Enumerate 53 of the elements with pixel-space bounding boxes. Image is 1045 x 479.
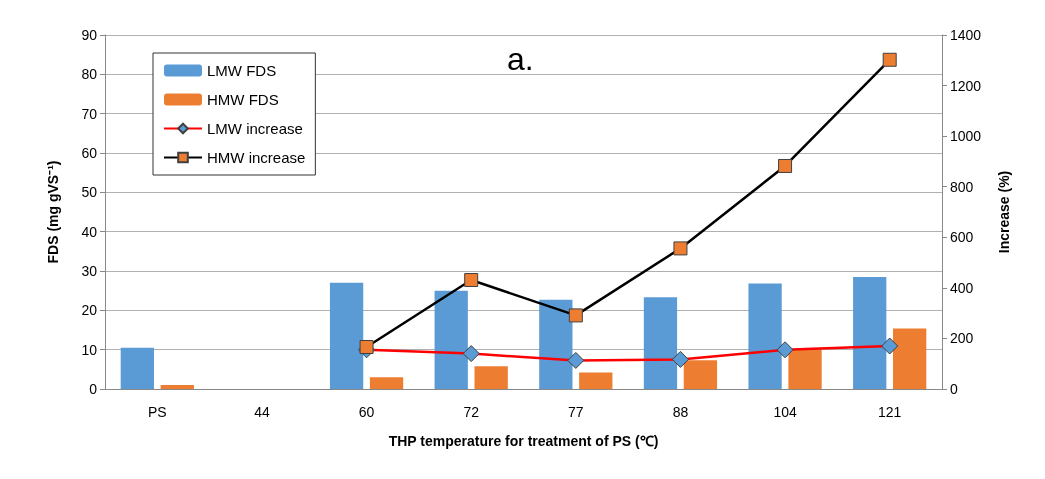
y2-tick-label: 600 xyxy=(950,229,974,246)
bar xyxy=(893,328,927,389)
y2-axis-title: Increase (%) xyxy=(996,170,1012,254)
x-tick-label: 121 xyxy=(878,404,902,420)
y-tick-label: 30 xyxy=(81,263,98,279)
bar xyxy=(474,366,508,389)
x-tick-label: 88 xyxy=(672,404,689,420)
y-tick-label: 70 xyxy=(81,105,98,122)
y2-tick-label: 800 xyxy=(950,178,974,195)
y-tick-label: 20 xyxy=(81,302,98,319)
legend-label: LMW increase xyxy=(207,120,303,137)
bar xyxy=(369,377,404,389)
y-tick-label: 80 xyxy=(81,66,98,83)
y-tick-label: 0 xyxy=(89,381,98,397)
point xyxy=(881,337,899,355)
y2-tick-label: 0 xyxy=(950,381,958,397)
point xyxy=(671,350,689,368)
point xyxy=(673,241,688,256)
point xyxy=(567,351,585,369)
y2-tick-label: 1400 xyxy=(950,27,982,43)
x-tick-label: 72 xyxy=(463,404,480,420)
bar xyxy=(579,372,613,389)
point xyxy=(882,52,897,67)
point xyxy=(778,158,793,173)
point xyxy=(776,341,794,359)
y-axis-title: FDS (mg gVS⁻¹) xyxy=(45,160,61,264)
y2-tick-label: 1200 xyxy=(950,77,982,94)
y2-tick-label: 400 xyxy=(950,279,974,296)
x-tick-label: 60 xyxy=(358,404,375,420)
y-tick-label: 40 xyxy=(81,223,98,240)
x-tick-label: 77 xyxy=(568,404,584,420)
point xyxy=(464,273,479,288)
x-tick-label: 44 xyxy=(254,404,270,420)
bar xyxy=(683,360,718,389)
y-tick-label: 90 xyxy=(81,27,98,43)
x-tick-label: PS xyxy=(147,404,167,420)
bar xyxy=(160,385,194,389)
y2-tick-label: 200 xyxy=(950,330,974,347)
y-tick-label: 50 xyxy=(81,184,98,201)
y2-tick-label: 1000 xyxy=(950,128,982,145)
point xyxy=(462,345,480,363)
x-tick-label: 104 xyxy=(773,404,797,420)
chart-title: a. xyxy=(506,41,534,77)
legend-label: LMW FDS xyxy=(207,62,277,79)
x-axis-title: THP temperature for treatment of PS (℃) xyxy=(388,433,659,449)
y-tick-label: 60 xyxy=(81,145,98,161)
legend-label: HMW FDS xyxy=(207,91,279,108)
y-tick-label: 10 xyxy=(81,341,98,358)
point xyxy=(568,308,583,323)
bar xyxy=(788,349,822,389)
bar xyxy=(120,347,154,389)
legend-label: HMW increase xyxy=(207,149,306,166)
point xyxy=(359,340,374,355)
